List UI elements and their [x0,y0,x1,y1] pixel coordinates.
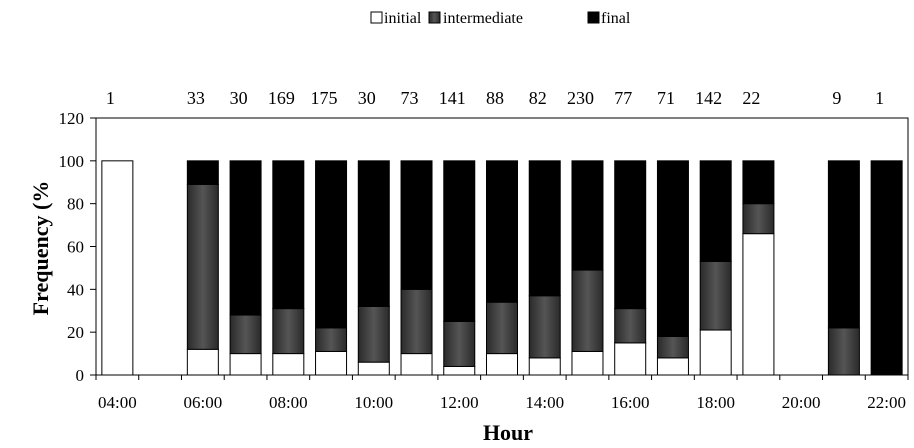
bar-segment-intermediate [357,305,390,363]
bar-segment-initial [614,342,647,376]
count-label: 73 [401,88,419,108]
count-label: 142 [695,88,722,108]
bar-segment-final [614,160,647,310]
bar-segment-initial [229,353,262,376]
x-tick-label: 06:00 [183,393,222,412]
y-tick-label: 120 [59,109,85,128]
bar-segment-initial [486,353,518,376]
count-label: 30 [358,88,376,108]
bar-segment-intermediate [742,203,775,235]
bar-segment-final [742,160,775,205]
count-label: 88 [486,88,504,108]
x-tick-label: 16:00 [611,393,650,412]
bar-segment-final [357,160,390,307]
x-axis: 04:00 06:00 08:00 10:00 12:00 14:00 16:00 18:00… [95,375,909,412]
count-label: 71 [657,88,675,108]
y-axis-title: Frequency (% [28,181,53,316]
legend-swatch-intermediate [428,11,441,24]
bar-segment-intermediate [699,260,732,331]
count-label: 175 [311,88,338,108]
x-tick-label: 20:00 [782,393,821,412]
bar-segment-final [400,160,433,290]
count-label: 22 [742,88,760,108]
y-tick-label: 0 [76,366,85,385]
legend-label-initial: initial [384,10,422,27]
count-label: 1 [875,88,884,108]
legend-label-final: final [601,10,631,27]
count-label: 169 [268,88,295,108]
bar-segment-initial [400,353,433,376]
bar-segment-initial [357,361,390,376]
legend-swatch-final [587,11,600,24]
count-label: 9 [832,88,841,108]
bar-segment-intermediate [400,288,433,355]
bar-segment-initial [315,350,348,376]
bar-segment-intermediate [486,301,518,355]
count-label: 1 [106,88,115,108]
bar-segment-intermediate [443,320,476,367]
bar-segment-final [528,160,561,297]
bar-segment-initial [699,329,732,376]
x-tick-label: 10:00 [354,393,393,412]
bar-segment-final [656,160,689,337]
y-tick-label: 20 [67,323,84,342]
y-tick-label: 40 [67,280,84,299]
bar-segment-initial [656,357,689,376]
bar-segment-final [486,160,518,303]
y-axis: 0 20 40 60 80 100 120 [59,109,96,385]
y-tick-label: 80 [67,195,84,214]
count-label: 77 [614,88,632,108]
bar-segment-final [571,160,604,271]
count-label: 230 [567,88,594,108]
bars [101,160,903,376]
x-tick-label: 22:00 [867,393,906,412]
bar-segment-final [272,160,305,310]
bar-segment-intermediate [272,308,305,355]
x-tick-label: 04:00 [98,393,137,412]
bar-segment-initial [101,160,134,376]
legend-swatch-initial [370,11,383,24]
bar-segment-intermediate [571,269,604,352]
bar-segment-intermediate [186,183,219,350]
x-axis-title: Hour [483,420,533,445]
count-label: 82 [529,88,547,108]
count-label: 30 [230,88,248,108]
x-tick-label: 08:00 [269,393,308,412]
count-label: 141 [439,88,466,108]
bar-segment-intermediate [614,308,647,344]
legend: initial intermediate final [370,10,631,27]
bar-segment-initial [528,357,561,376]
bar-segment-final [699,160,732,262]
bar-segment-initial [742,233,775,376]
bar-segment-initial [443,365,476,376]
count-label: 33 [187,88,205,108]
x-tick-label: 18:00 [696,393,735,412]
bar-segment-final [186,160,219,185]
legend-label-intermediate: intermediate [443,10,523,27]
bar-segment-intermediate [315,327,348,352]
bar-segment-final [315,160,348,329]
bar-segment-intermediate [229,314,262,355]
bar-segment-initial [186,348,219,376]
bar-segment-final [827,160,860,329]
y-tick-label: 60 [67,238,84,257]
bar-segment-intermediate [528,295,561,359]
bar-segment-final [443,160,476,322]
x-tick-label: 12:00 [440,393,479,412]
bar-segment-final [229,160,262,316]
count-labels: 1 33 30 169 175 30 73 141 88 82 230 77 71 142 22 9 1 [106,88,884,108]
bar-segment-intermediate [656,335,689,359]
y-tick-label: 100 [59,152,85,171]
bar-segment-intermediate [827,327,860,376]
bar-segment-initial [272,353,305,376]
x-tick-label: 14:00 [525,393,564,412]
bar-segment-initial [571,350,604,376]
bar-segment-final [870,160,903,376]
